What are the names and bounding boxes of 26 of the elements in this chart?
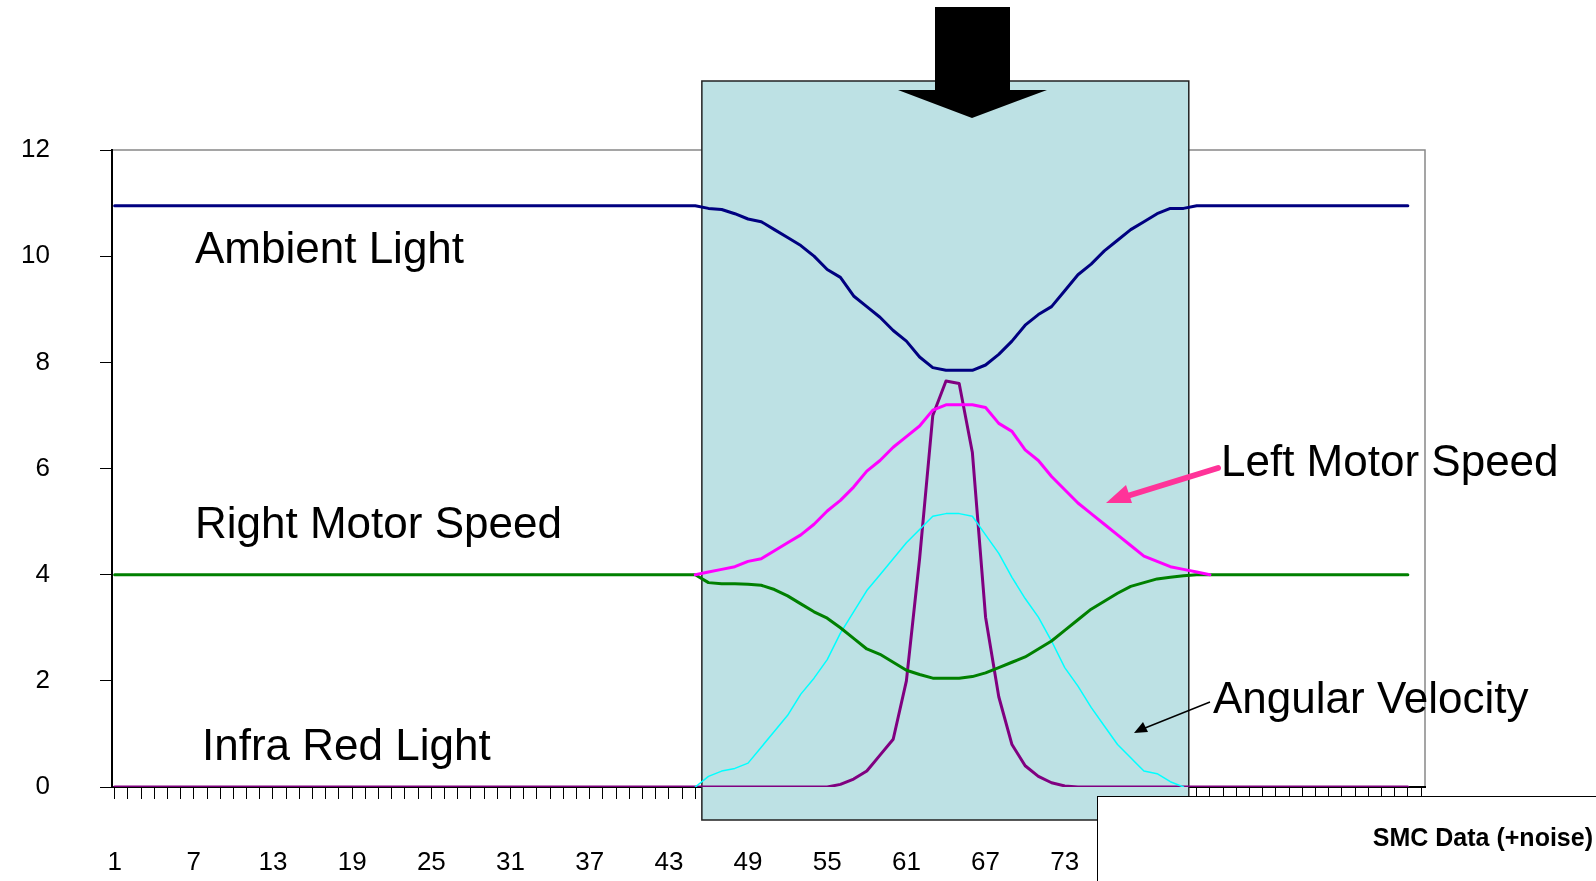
- x-tick-label: 73: [1050, 845, 1080, 876]
- x-tick-label: 25: [416, 845, 446, 876]
- y-tick-label: 8: [35, 345, 50, 376]
- text: Left Motor Speed: [1221, 436, 1559, 485]
- x-tick-label: 43: [654, 845, 684, 876]
- series-label: Right Motor Speed: [195, 498, 562, 547]
- series-label: Angular Velocity: [1213, 673, 1529, 722]
- x-tick-label: 31: [496, 845, 525, 876]
- x-tick-label: 37: [575, 845, 605, 876]
- y-tick-label: 12: [21, 133, 50, 164]
- text: SMC Data (+noise): [1372, 823, 1593, 852]
- series-label: Infra Red Light: [202, 720, 491, 769]
- series-label: Ambient Light: [195, 223, 465, 272]
- x-tick-label: 7: [186, 845, 202, 876]
- x-tick-label: 13: [258, 845, 288, 876]
- y-tick-label: 10: [21, 239, 50, 270]
- y-tick-label: 4: [35, 557, 50, 588]
- x-tick-label: 49: [733, 845, 763, 876]
- x-tick-label: 1: [107, 845, 122, 876]
- x-tick-label: 19: [337, 845, 367, 876]
- x-tick-label: 67: [971, 845, 1001, 876]
- y-tick-label: 6: [35, 451, 50, 482]
- y-tick-label: 2: [35, 664, 50, 695]
- x-tick-label: 61: [891, 845, 921, 876]
- y-tick-label: 0: [35, 770, 50, 801]
- x-tick-label: 55: [812, 845, 842, 876]
